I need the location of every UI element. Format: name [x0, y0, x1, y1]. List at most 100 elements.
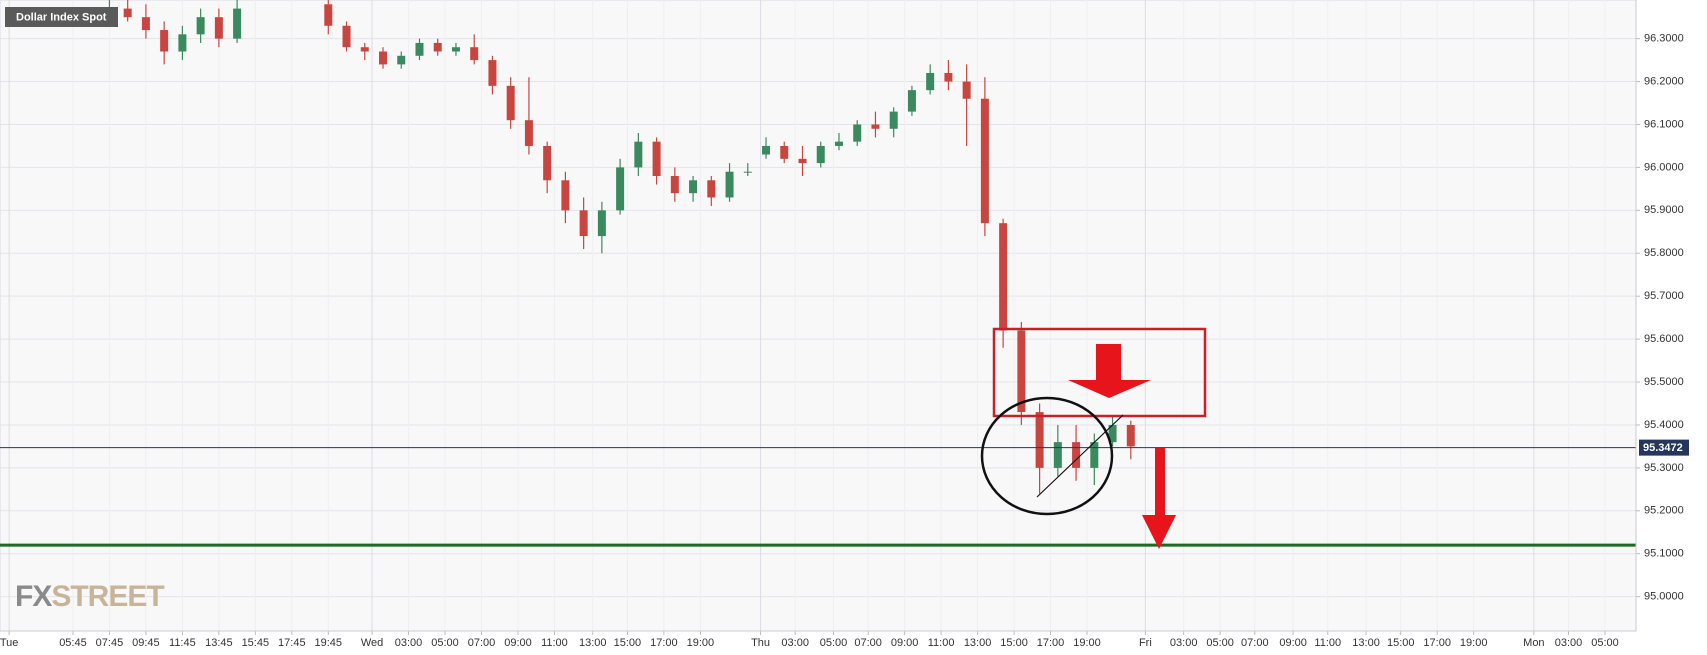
- candle-body: [1017, 330, 1026, 413]
- x-tick-label: 19:45: [315, 637, 343, 649]
- candle-body: [415, 42, 424, 56]
- x-tick-label: 11:45: [169, 637, 196, 649]
- candle-body: [178, 34, 187, 52]
- x-tick-label: 07:45: [96, 637, 124, 649]
- candle-body: [834, 141, 843, 146]
- y-tick-label: 95.1000: [1644, 548, 1684, 560]
- y-tick-label: 96.0000: [1644, 161, 1684, 173]
- candle-body: [871, 124, 880, 129]
- x-tick-label: 05:45: [59, 637, 87, 649]
- x-tick-label: 03:00: [1170, 637, 1198, 649]
- x-tick-label: 13:00: [1352, 637, 1380, 649]
- candle-body: [196, 17, 205, 35]
- x-tick-label: 07:00: [468, 637, 496, 649]
- grid: [0, 0, 1640, 635]
- candles: [105, 0, 1135, 494]
- candle-body: [1108, 424, 1117, 443]
- down-arrow: [1142, 448, 1176, 549]
- x-tick-label: 17:00: [1037, 637, 1065, 649]
- x-tick-label: 13:00: [579, 637, 607, 649]
- x-tick-label: 05:00: [431, 637, 459, 649]
- candle-body: [689, 180, 698, 194]
- y-tick-label: 95.9000: [1644, 204, 1684, 216]
- x-tick-label: 09:00: [1279, 637, 1307, 649]
- trend-line: [1036, 414, 1124, 498]
- y-tick-label: 95.8000: [1644, 247, 1684, 259]
- x-tick-label: 09:00: [891, 637, 919, 649]
- candle-body: [889, 111, 898, 129]
- x-tick-label: 19:00: [1460, 637, 1488, 649]
- x-tick-label: 15:00: [614, 637, 642, 649]
- candle-body: [1053, 442, 1062, 468]
- candle-body: [999, 223, 1008, 331]
- candle-body: [1072, 442, 1081, 468]
- x-tick-label: 13:00: [964, 637, 992, 649]
- candle-body: [360, 47, 369, 52]
- candle-body: [707, 180, 716, 198]
- candle-body: [214, 17, 223, 39]
- levels: [0, 447, 1636, 547]
- annotations: [980, 327, 1207, 549]
- candle-body: [561, 180, 570, 211]
- y-tick-label: 96.3000: [1644, 33, 1684, 45]
- candle-body: [324, 4, 333, 26]
- y-tick-label: 95.5000: [1644, 376, 1684, 388]
- candle-body: [451, 47, 460, 52]
- plot-area: [0, 0, 1637, 632]
- last-price-label: 95.3472: [1643, 442, 1683, 454]
- candle-body: [342, 25, 351, 48]
- candle-body: [780, 145, 789, 159]
- x-tick-label: 17:00: [650, 637, 678, 649]
- x-tick-label: 13:45: [205, 637, 233, 649]
- y-tick-label: 96.1000: [1644, 118, 1684, 130]
- candle-body: [506, 85, 515, 121]
- brand-logo: FXSTREET: [15, 580, 164, 613]
- candle-body: [616, 167, 625, 211]
- candle-body: [597, 210, 606, 237]
- candle-body: [524, 120, 533, 146]
- x-tick-label: 11:00: [1314, 637, 1341, 649]
- candle-body: [907, 90, 916, 112]
- x-tick-label: Tue: [0, 637, 18, 649]
- candle-body: [543, 145, 552, 181]
- x-tick-label: 17:45: [278, 637, 306, 649]
- candle-body: [233, 8, 242, 39]
- candle-body: [1035, 412, 1044, 468]
- x-tick-label: 11:00: [541, 637, 568, 649]
- y-tick-label: 95.0000: [1644, 591, 1684, 603]
- candle-body: [1126, 424, 1135, 447]
- title-box: [5, 7, 118, 27]
- candle-body: [379, 51, 388, 65]
- candle-body: [962, 81, 971, 99]
- x-tick-label: 05:00: [1591, 637, 1619, 649]
- candle-body: [433, 42, 442, 52]
- x-tick-label: 05:00: [820, 637, 848, 649]
- x-tick-label: 05:00: [1206, 637, 1234, 649]
- x-tick-label: Fri: [1139, 637, 1152, 649]
- candle-body: [944, 72, 953, 82]
- y-tick-label: 95.2000: [1644, 505, 1684, 517]
- candle-body: [123, 8, 132, 18]
- candle-body: [725, 171, 734, 198]
- last-price-box: [1639, 439, 1689, 456]
- resistance-box: [992, 327, 1207, 418]
- candle-body: [743, 171, 752, 173]
- x-tick-label: 19:00: [687, 637, 715, 649]
- down-arrow: [1068, 344, 1151, 398]
- x-tick-label: 09:45: [132, 637, 160, 649]
- y-tick-label: 95.3000: [1644, 462, 1684, 474]
- candle-body: [141, 17, 150, 31]
- x-tick-label: 07:00: [1241, 637, 1269, 649]
- y-tick-label: 95.7000: [1644, 290, 1684, 302]
- candle-body: [397, 55, 406, 65]
- x-tick-label: 03:00: [395, 637, 423, 649]
- x-tick-label: 07:00: [854, 637, 882, 649]
- candle-body: [652, 141, 661, 176]
- pattern-ellipse: [980, 396, 1114, 516]
- candle-body: [816, 145, 825, 164]
- x-tick-label: 03:00: [1555, 637, 1583, 649]
- x-tick-label: 19:00: [1073, 637, 1101, 649]
- x-tick-label: 09:00: [504, 637, 532, 649]
- y-tick-label: 95.6000: [1644, 333, 1684, 345]
